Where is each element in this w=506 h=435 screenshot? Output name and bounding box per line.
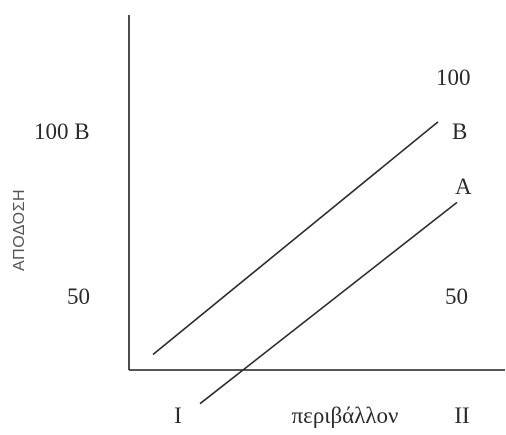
y-axis-title: ΑΠΟΔΟΣΗ	[11, 189, 28, 271]
series-label-b: B	[452, 119, 467, 144]
x-tick-label-ii: II	[454, 403, 469, 428]
right-tick-label-100: 100	[436, 65, 471, 90]
x-tick-label-i: I	[174, 403, 182, 428]
series-label-a: A	[455, 174, 472, 199]
right-tick-label-50: 50	[445, 284, 468, 309]
series-line-a	[199, 201, 458, 405]
series-line-b	[152, 121, 439, 356]
left-tick-label-50: 50	[67, 284, 90, 309]
x-axis-title: περιβάλλον	[292, 403, 399, 428]
left-tick-label-100: 100 B	[34, 119, 90, 144]
